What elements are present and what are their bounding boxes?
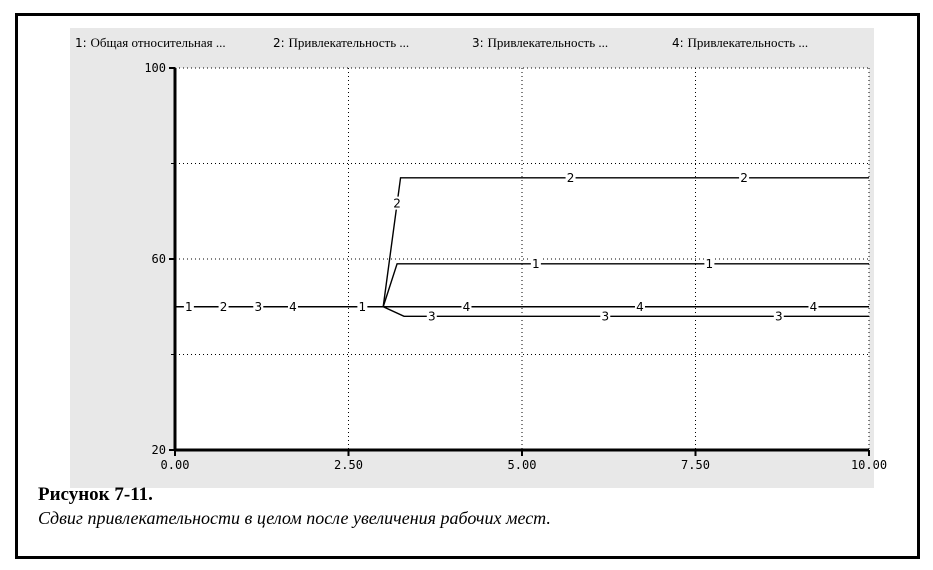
series-marker-3-3: 3: [775, 309, 783, 323]
legend-marker-4: 4: [672, 36, 680, 50]
y-tick-label-0: 100: [144, 61, 166, 75]
series-marker-4-1: 4: [463, 300, 471, 314]
series-marker-1-3: 1: [706, 257, 714, 271]
series-marker-bg-4-2: [634, 299, 645, 313]
legend-entry-4: 4: Привлекательность ...: [672, 35, 809, 50]
series-marker-4-3: 4: [810, 300, 818, 314]
x-tick-label-4: 10.00: [851, 458, 887, 472]
legend-entry-1: 1: Общая относительная ...: [75, 35, 226, 50]
figure-caption-text: Сдвиг привлекательности в целом после ув…: [38, 508, 551, 528]
series-marker-2-0: 2: [220, 300, 228, 314]
series-marker-1-0: 1: [185, 300, 193, 314]
plot-area: [175, 68, 869, 450]
series-marker-1-1: 1: [359, 300, 367, 314]
series-marker-bg-2-1: [392, 196, 403, 210]
series-marker-bg-3-1: [426, 309, 437, 323]
legend-marker-1: 1: [75, 36, 83, 50]
line-chart: 100 60 200.00 2.50 5.00 7.50 10.00 1 1 1 1 2 2 2 2 3 3 3 3…: [144, 61, 887, 472]
figure-caption-title: Рисунок 7-11.: [38, 484, 153, 505]
series-marker-2-3: 2: [740, 171, 748, 185]
series-marker-bg-2-2: [565, 170, 576, 184]
series-marker-bg-2-3: [739, 170, 750, 184]
legend-label-2: Привлекательность ...: [288, 35, 410, 50]
series-marker-bg-1-0: [183, 299, 194, 313]
series-marker-bg-3-0: [253, 299, 264, 313]
series-marker-bg-3-3: [773, 309, 784, 323]
x-tick-label-1: 2.50: [334, 458, 363, 472]
x-tick-label-0: 0.00: [161, 458, 190, 472]
series-marker-bg-1-1: [357, 299, 368, 313]
y-tick-label-2: 20: [152, 443, 166, 457]
legend-label-3: Привлекательность ...: [487, 35, 609, 50]
series-marker-bg-3-2: [600, 309, 611, 323]
legend-label-4: Привлекательность ...: [687, 35, 809, 50]
figure-frame: 1: Общая относительная ... 2: Привлекате…: [15, 13, 920, 559]
series-marker-3-2: 3: [601, 309, 609, 323]
x-tick-label-2: 5.00: [508, 458, 537, 472]
series-marker-2-2: 2: [567, 171, 575, 185]
series-marker-4-0: 4: [289, 300, 297, 314]
series-marker-bg-4-1: [461, 299, 472, 313]
series-marker-bg-2-0: [218, 299, 229, 313]
series-marker-bg-4-3: [808, 299, 819, 313]
legend-marker-3: 3: [472, 36, 480, 50]
series-marker-3-0: 3: [254, 300, 262, 314]
series-marker-3-1: 3: [428, 309, 436, 323]
series-marker-bg-1-2: [530, 256, 541, 270]
series-marker-2-1: 2: [393, 197, 401, 211]
legend-marker-2: 2: [273, 36, 281, 50]
legend-entry-3: 3: Привлекательность ...: [472, 35, 609, 50]
legend: 1: Общая относительная ... 2: Привлекате…: [75, 35, 870, 53]
legend-label-1: Общая относительная ...: [90, 35, 226, 50]
y-tick-label-1: 60: [152, 252, 166, 266]
series-marker-bg-1-3: [704, 256, 715, 270]
series-marker-bg-4-0: [287, 299, 298, 313]
legend-entry-2: 2: Привлекательность ...: [273, 35, 410, 50]
series-marker-1-2: 1: [532, 257, 540, 271]
series-marker-4-2: 4: [636, 300, 644, 314]
x-tick-label-3: 7.50: [681, 458, 710, 472]
